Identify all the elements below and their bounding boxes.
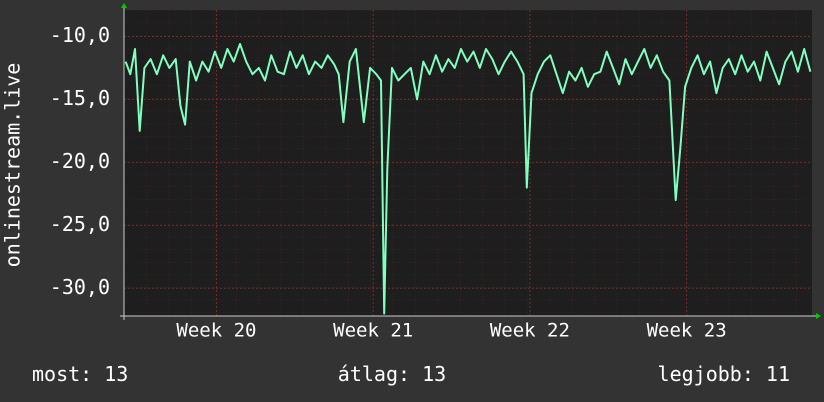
x-tick-label: Week 21 [333,320,413,342]
stat-value: 13 [104,362,128,386]
stat: átlag: 13 [338,362,446,386]
minor-grid [124,10,812,316]
stat-label: most: [32,362,92,386]
stat: most: 13 [32,362,128,386]
y-tick-label: -25,0 [50,212,110,236]
y-tick-label: -20,0 [50,149,110,173]
y-axis-label: onlinestream.live [1,63,25,268]
stat-label: legjobb: [658,362,754,386]
axis-arrow [121,3,127,8]
x-tick-label: Week 23 [647,320,727,342]
x-tick-label: Week 20 [176,320,256,342]
axis-arrow [816,313,821,319]
stat-value: 11 [766,362,790,386]
stat-value: 13 [422,362,446,386]
data-line [124,43,812,315]
x-tick-label: Week 22 [490,320,570,342]
y-tick-label: -10,0 [50,23,110,47]
y-tick-label: -15,0 [50,86,110,110]
stat-label: átlag: [338,362,410,386]
stat: legjobb: 11 [658,362,790,386]
y-tick-label: -30,0 [50,275,110,299]
